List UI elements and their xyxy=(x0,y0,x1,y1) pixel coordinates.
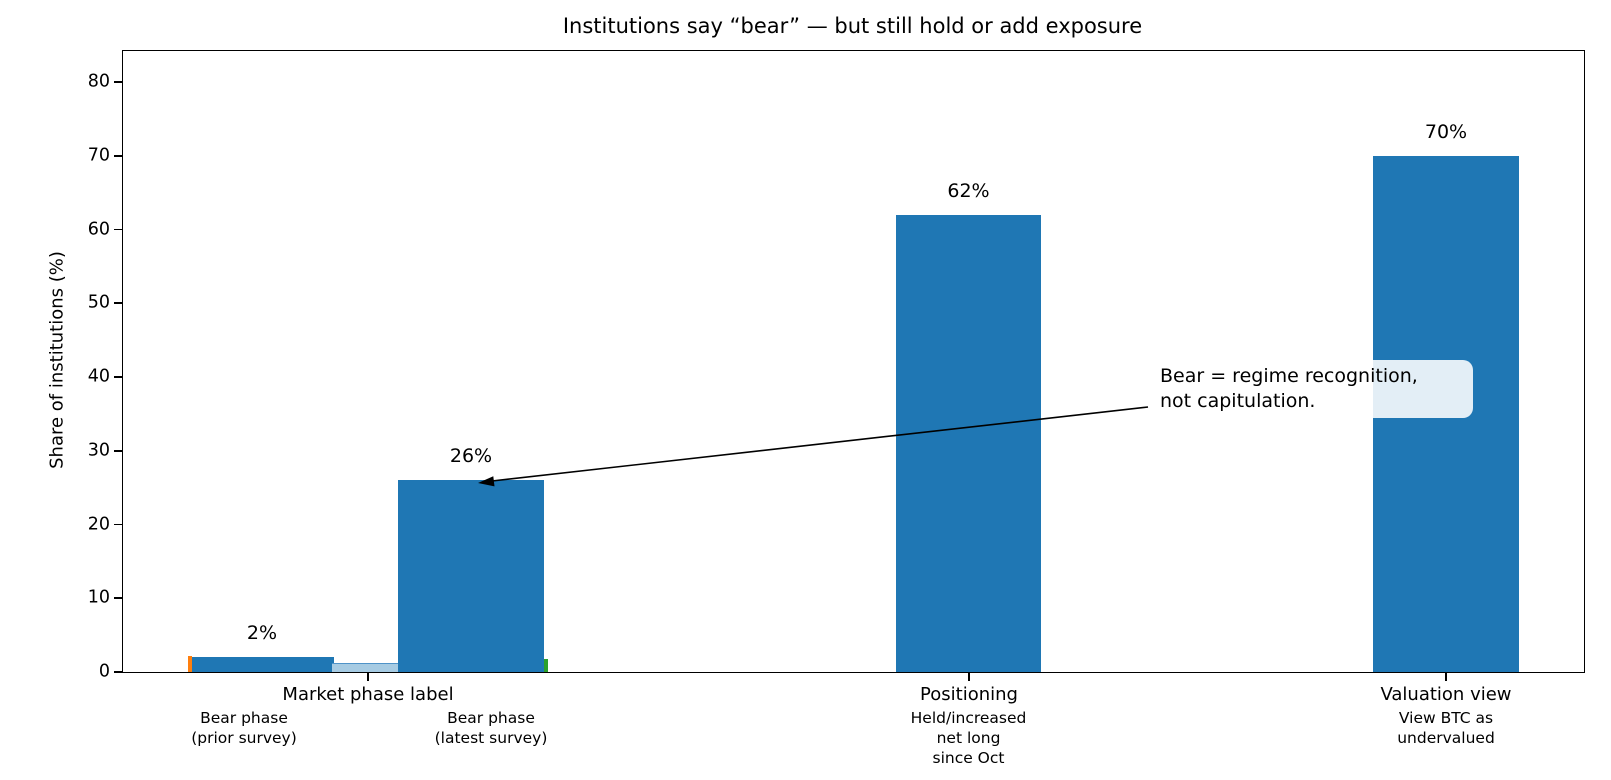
y-tick xyxy=(114,671,123,673)
annotation-callout: Bear = regime recognition, not capitulat… xyxy=(1152,360,1473,418)
y-tick-label: 50 xyxy=(87,292,110,313)
y-tick-label: 20 xyxy=(87,514,110,535)
bar-sub-label: View BTC as undervalued xyxy=(1397,709,1495,747)
green-sliver xyxy=(544,659,548,672)
y-tick xyxy=(114,228,123,231)
x-tick xyxy=(1445,672,1447,681)
y-tick xyxy=(114,376,123,378)
orange-sliver xyxy=(188,656,192,672)
bar-value-label: 2% xyxy=(246,622,278,645)
y-tick xyxy=(114,597,123,600)
y-tick xyxy=(114,449,123,452)
y-tick-label: 10 xyxy=(87,587,110,608)
x-tick xyxy=(968,672,970,681)
y-tick-label: 80 xyxy=(87,71,110,92)
y-tick-label: 60 xyxy=(87,219,110,240)
chart-title: Institutions say “bear” — but still hold… xyxy=(562,14,1143,38)
x-group-label: Valuation view xyxy=(1380,684,1512,705)
bar xyxy=(398,480,544,672)
y-tick xyxy=(114,302,123,305)
plot-area: 0 10 20 30 40 50 60 70 80 2% 26% 62% 70% Market phase… xyxy=(88,50,1585,767)
bar-value-label: 26% xyxy=(449,445,493,468)
y-tick-label: 40 xyxy=(87,366,110,387)
annotation-line-2: not capitulation. xyxy=(1160,390,1316,412)
y-tick-label: 70 xyxy=(87,145,110,166)
x-tick xyxy=(367,672,369,681)
y-tick-label: 30 xyxy=(87,440,110,461)
y-tick xyxy=(114,81,123,83)
bar-sub-label: Bear phase (latest survey) xyxy=(434,709,548,747)
x-group-label: Positioning xyxy=(920,684,1018,705)
bar xyxy=(896,214,1041,672)
bar-value-label: 62% xyxy=(947,179,990,202)
annotation-line-1: Bear = regime recognition, xyxy=(1160,365,1418,387)
bar xyxy=(190,657,334,672)
bar-sub-label: Bear phase (prior survey) xyxy=(191,709,297,747)
light-blue-thin-bar xyxy=(332,663,398,672)
bar-sub-label: Held/increased net long since Oct xyxy=(910,709,1027,767)
y-tick-label: 0 xyxy=(98,661,110,682)
y-tick xyxy=(114,154,123,157)
x-group-label: Market phase label xyxy=(282,684,454,705)
y-tick xyxy=(114,523,123,526)
bar-value-label: 70% xyxy=(1424,120,1468,143)
